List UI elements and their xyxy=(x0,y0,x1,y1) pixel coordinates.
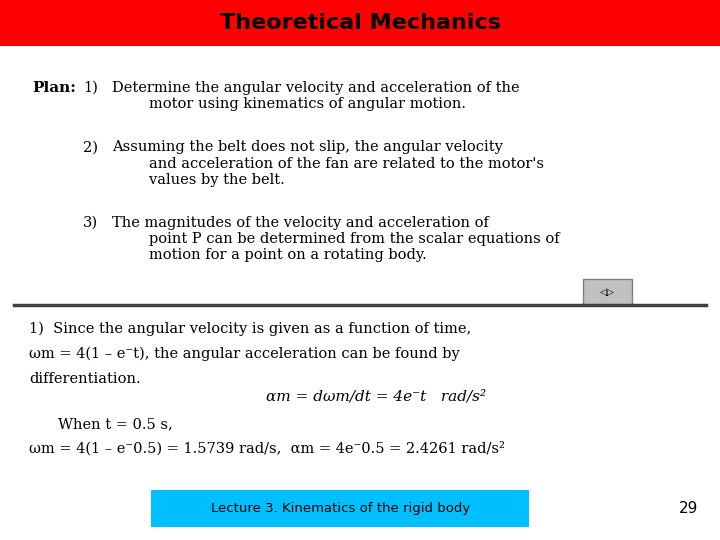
Text: 2): 2) xyxy=(83,140,98,154)
Text: Theoretical Mechanics: Theoretical Mechanics xyxy=(220,13,500,33)
Text: differentiation.: differentiation. xyxy=(29,372,140,386)
Text: Plan:: Plan: xyxy=(32,81,76,95)
Text: ωm = 4(1 – e⁻t), the angular acceleration can be found by: ωm = 4(1 – e⁻t), the angular acceleratio… xyxy=(29,347,459,361)
Text: 29: 29 xyxy=(679,501,698,516)
Text: Assuming the belt does not slip, the angular velocity
        and acceleration o: Assuming the belt does not slip, the ang… xyxy=(112,140,544,187)
Text: ωm = 4(1 – e⁻0.5) = 1.5739 rad/s,  αm = 4e⁻0.5 = 2.4261 rad/s²: ωm = 4(1 – e⁻0.5) = 1.5739 rad/s, αm = 4… xyxy=(29,442,505,456)
Text: αm = dωm/dt = 4e⁻t   rad/s²: αm = dωm/dt = 4e⁻t rad/s² xyxy=(266,390,487,404)
FancyBboxPatch shape xyxy=(0,0,720,46)
Text: 1)  Since the angular velocity is given as a function of time,: 1) Since the angular velocity is given a… xyxy=(29,321,471,336)
Text: Determine the angular velocity and acceleration of the
        motor using kinem: Determine the angular velocity and accel… xyxy=(112,81,519,111)
Text: When t = 0.5 s,: When t = 0.5 s, xyxy=(58,417,172,431)
Text: ◁▷: ◁▷ xyxy=(600,287,615,297)
Text: The magnitudes of the velocity and acceleration of
        point P can be determ: The magnitudes of the velocity and accel… xyxy=(112,216,559,262)
Text: 3): 3) xyxy=(83,216,98,230)
FancyBboxPatch shape xyxy=(151,490,529,526)
Text: 1): 1) xyxy=(83,81,98,95)
FancyBboxPatch shape xyxy=(583,279,632,305)
Text: Lecture 3. Kinematics of the rigid body: Lecture 3. Kinematics of the rigid body xyxy=(210,502,470,515)
